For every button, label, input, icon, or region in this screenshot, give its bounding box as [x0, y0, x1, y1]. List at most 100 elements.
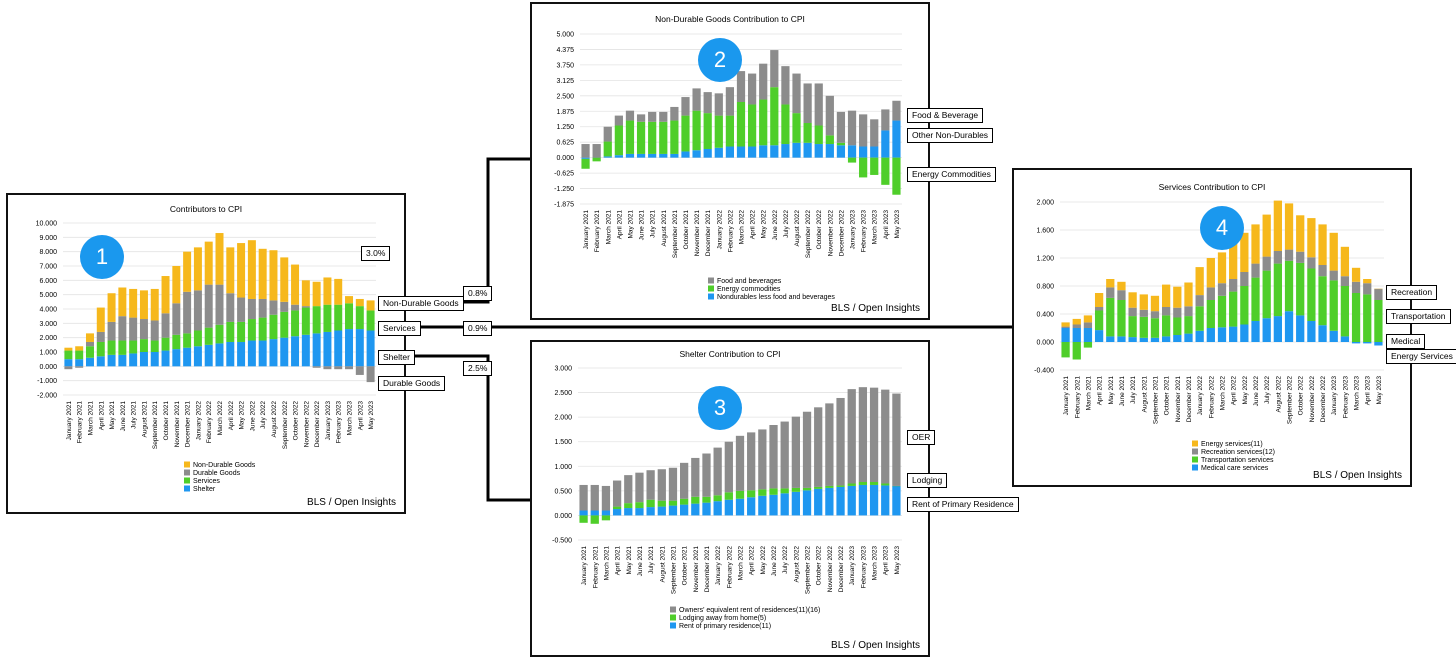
bar-segment — [836, 142, 846, 146]
bar-segment — [1162, 284, 1171, 307]
bar-segment — [847, 485, 856, 516]
x-tick-label: July 2021 — [650, 210, 657, 238]
bar-segment — [1117, 300, 1126, 337]
x-tick-label: October 2022 — [1298, 376, 1305, 416]
chart-title: Services Contribution to CPI — [1159, 182, 1266, 192]
bar-segment — [601, 510, 611, 516]
y-tick-label: 2.500 — [556, 93, 574, 100]
y-tick-label: 0.000 — [1036, 340, 1054, 347]
x-tick-label: January 2022 — [716, 210, 723, 250]
bar-segment — [747, 104, 757, 147]
bar-segment — [107, 321, 116, 341]
x-tick-label: March 2021 — [605, 210, 612, 245]
x-tick-label: April 2023 — [1365, 376, 1372, 406]
bar-segment — [1128, 292, 1137, 308]
y-tick-label: 0.000 — [554, 513, 572, 520]
bar-segment — [150, 288, 159, 321]
bar-segment — [1318, 265, 1327, 277]
bar-segment — [703, 92, 712, 114]
bar-segment — [636, 114, 646, 122]
bar-segment — [1284, 203, 1294, 250]
x-tick-label: February 2022 — [1208, 376, 1215, 419]
bar-segment — [758, 489, 767, 496]
bar-segment — [1061, 326, 1070, 328]
bar-segment — [1128, 337, 1137, 342]
bar-segment — [714, 115, 723, 148]
bar-segment — [692, 88, 701, 111]
bar-segment — [713, 495, 722, 502]
x-tick-label: February 2022 — [727, 210, 734, 253]
chart-number-badge: 1 — [80, 235, 124, 279]
bar-segment — [1262, 318, 1271, 342]
bar-segment — [204, 327, 213, 345]
bar-segment — [193, 290, 202, 331]
legend-label: Energy services(11) — [1201, 441, 1263, 448]
x-tick-label: April 2021 — [615, 546, 622, 576]
y-tick-label: 2.000 — [39, 335, 57, 342]
bar-segment — [802, 411, 812, 488]
legend-label: Nondurables less food and beverages — [717, 294, 835, 301]
bar-segment — [1240, 286, 1249, 325]
bar-segment — [1173, 307, 1182, 318]
bar-segment — [1094, 293, 1104, 307]
bar-segment — [725, 115, 735, 147]
y-tick-label: 4.375 — [556, 47, 574, 54]
bar-segment — [204, 284, 213, 328]
x-tick-label: June 2022 — [771, 546, 778, 577]
x-tick-label: November 2022 — [303, 401, 310, 448]
x-tick-label: May 2023 — [894, 210, 901, 239]
bar-segment — [183, 291, 192, 334]
x-tick-label: August 2021 — [661, 210, 668, 247]
bar-segment — [668, 467, 678, 501]
bar-segment — [1061, 328, 1070, 342]
bar-segment — [64, 359, 73, 367]
bar-segment — [1340, 276, 1350, 286]
bar-segment — [648, 111, 657, 122]
bar-segment — [612, 509, 622, 516]
bar-segment — [869, 482, 879, 485]
bar-segment — [1184, 333, 1193, 342]
x-tick-label: October 2021 — [682, 546, 689, 586]
legend-swatch — [1192, 456, 1198, 463]
bar-segment — [657, 500, 666, 507]
bar-segment — [129, 317, 138, 341]
bar-segment — [1173, 317, 1182, 335]
y-tick-label: -0.625 — [554, 171, 574, 178]
source-label: BLS / Open Insights — [831, 640, 920, 651]
bar-segment — [355, 366, 364, 375]
y-tick-label: 10.000 — [36, 221, 58, 228]
callout-food-beverage: Food & Beverage — [907, 108, 984, 123]
bar-segment — [735, 498, 745, 516]
x-tick-label: April 2021 — [1097, 376, 1104, 406]
services-chart-panel: Services Contribution to CPI -0.400 0.000 0… — [1012, 168, 1412, 487]
bar-segment — [603, 156, 612, 158]
bar-segment — [758, 429, 767, 490]
bar-segment — [1162, 307, 1171, 316]
bar-segment — [96, 307, 105, 332]
x-tick-label: April 2023 — [883, 210, 890, 240]
bar-segment — [646, 470, 655, 500]
x-tick-label: January 2023 — [849, 546, 856, 586]
y-tick-label: 0.500 — [554, 488, 572, 495]
y-tick-label: -0.400 — [1034, 368, 1054, 375]
bar-segment — [759, 145, 768, 158]
bar-segment — [226, 293, 235, 322]
bar-segment — [781, 144, 790, 158]
y-tick-label: 2.000 — [1036, 200, 1054, 207]
chart-title: Shelter Contribution to CPI — [679, 349, 780, 359]
x-tick-label: May 2021 — [626, 546, 633, 575]
bar-segment — [590, 510, 599, 516]
bar-segment — [1351, 281, 1361, 293]
x-tick-label: June 2021 — [1119, 376, 1126, 407]
bar-segment — [1307, 218, 1316, 258]
bar-segment — [1117, 281, 1126, 291]
x-tick-label: July 2022 — [260, 401, 267, 429]
bar-segment — [258, 340, 267, 367]
bar-segment — [1195, 267, 1204, 296]
nondurable-chart-svg: Non-Durable Goods Contribution to CPI -1.… — [554, 14, 902, 301]
bar-segment — [118, 340, 127, 355]
bar-segment — [836, 397, 845, 486]
y-tick-label: 1.200 — [1036, 256, 1054, 263]
x-tick-label: May 2021 — [1108, 376, 1115, 405]
bar-segment — [881, 483, 890, 486]
